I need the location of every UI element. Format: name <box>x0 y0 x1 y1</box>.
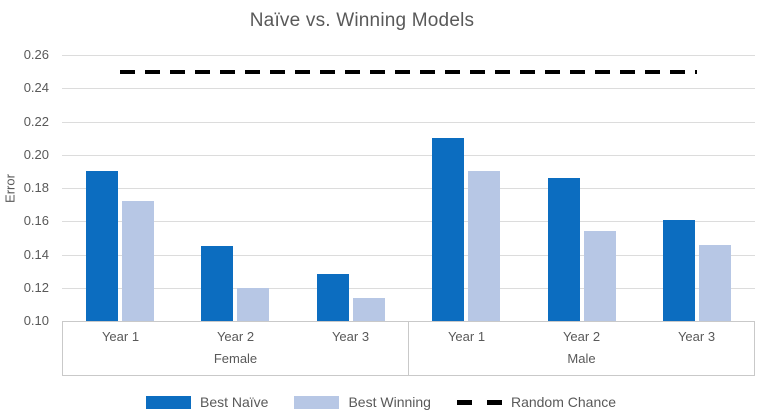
bar-best-naive <box>432 138 465 321</box>
group-label: Female <box>213 351 258 366</box>
gridline <box>62 121 755 123</box>
bar-best-winning <box>352 297 385 321</box>
y-tick-label: 0.12 <box>23 279 49 295</box>
category-label: Year 1 <box>101 329 140 344</box>
category-group: Year 1 Year 2 Year 3 Male <box>408 322 754 375</box>
category-row: Year 1 Year 2 Year 3 <box>63 322 408 351</box>
y-tick-label: 0.14 <box>23 246 49 262</box>
legend-label: Best Winning <box>348 394 431 410</box>
category-row: Year 1 Year 2 Year 3 <box>409 322 754 351</box>
y-tick-label: 0.16 <box>23 213 49 229</box>
bar-best-winning <box>468 171 501 321</box>
random-chance-line <box>119 69 698 74</box>
bar-best-winning <box>699 244 732 321</box>
bar-best-winning <box>583 231 616 321</box>
bar-best-winning <box>237 287 270 321</box>
gridline <box>62 254 755 256</box>
y-tick-label: 0.24 <box>23 80 49 96</box>
category-label: Year 2 <box>562 329 601 344</box>
legend-item: Random Chance <box>456 394 617 410</box>
bar-best-winning <box>121 201 154 321</box>
category-group: Year 1 Year 2 Year 3 Female <box>63 322 408 375</box>
plot-area <box>62 55 755 322</box>
legend-item: Best Naïve <box>145 394 269 410</box>
chart-title: Naïve vs. Winning Models <box>249 10 475 31</box>
legend-dash-swatch <box>456 399 502 405</box>
gridline <box>62 188 755 189</box>
bar-best-naive <box>663 219 696 321</box>
y-tick-label: 0.10 <box>23 313 49 328</box>
gridline <box>62 154 755 156</box>
category-label: Year 3 <box>677 329 716 344</box>
category-label: Year 3 <box>331 329 370 344</box>
y-tick-label: 0.18 <box>23 180 49 195</box>
y-tick-label: 0.20 <box>23 146 49 162</box>
bar-best-naive <box>316 274 349 321</box>
category-label: Year 1 <box>447 329 486 344</box>
bar-best-naive <box>85 171 118 321</box>
legend-item: Best Winning <box>294 394 431 410</box>
bar-best-naive <box>547 178 580 321</box>
y-tick-label: 0.26 <box>23 47 49 62</box>
gridline <box>62 221 755 223</box>
legend: Best Naïve Best Winning Random Chance <box>0 390 762 414</box>
legend-swatch <box>294 395 340 409</box>
legend-swatch <box>145 395 191 409</box>
y-tick-label: 0.22 <box>23 113 49 129</box>
group-label: Male <box>567 351 596 366</box>
gridline <box>62 287 755 289</box>
gridline <box>62 55 755 56</box>
legend-label: Random Chance <box>510 394 617 410</box>
legend-label: Best Naïve <box>199 394 269 410</box>
category-label: Year 2 <box>216 329 255 344</box>
category-axis: Year 1 Year 2 Year 3 Female Year 1 Year 2 Year… <box>62 321 755 376</box>
gridline <box>62 88 755 90</box>
bar-best-naive <box>201 246 234 321</box>
